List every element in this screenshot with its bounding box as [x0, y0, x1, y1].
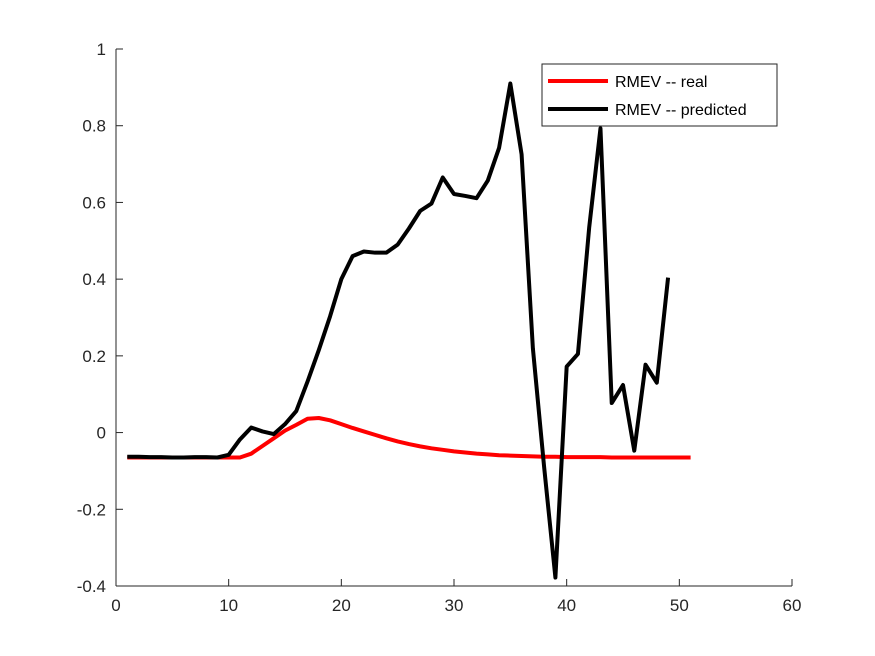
series-layer — [127, 81, 691, 580]
x-tick-label: 20 — [332, 596, 351, 615]
y-tick-label: 0.4 — [82, 270, 106, 289]
ticks-layer: 0 10 20 30 40 50 60 -0.4 -0.2 0 0.2 0.4 0.6 0.8 1 — [77, 40, 802, 615]
x-tick-label: 60 — [783, 596, 802, 615]
y-tick-label: 0.2 — [82, 347, 106, 366]
x-tick-label: 30 — [445, 596, 464, 615]
y-tick-label: 0.6 — [82, 193, 106, 212]
y-tick-label: 1 — [97, 40, 106, 59]
y-tick-label: -0.4 — [77, 577, 106, 596]
series-line-1 — [127, 81, 671, 580]
y-tick-label: -0.2 — [77, 500, 106, 519]
legend: RMEV -- real RMEV -- predicted — [541, 63, 778, 127]
x-tick-label: 50 — [670, 596, 689, 615]
legend-label-1: RMEV -- predicted — [615, 102, 747, 119]
x-tick-label: 10 — [219, 596, 238, 615]
legend-label-0: RMEV -- real — [615, 74, 707, 91]
y-tick-label: 0 — [97, 424, 106, 443]
legend-box — [541, 63, 778, 127]
y-tick-label: 0.8 — [82, 117, 106, 136]
x-tick-label: 0 — [111, 596, 120, 615]
x-tick-label: 40 — [557, 596, 576, 615]
